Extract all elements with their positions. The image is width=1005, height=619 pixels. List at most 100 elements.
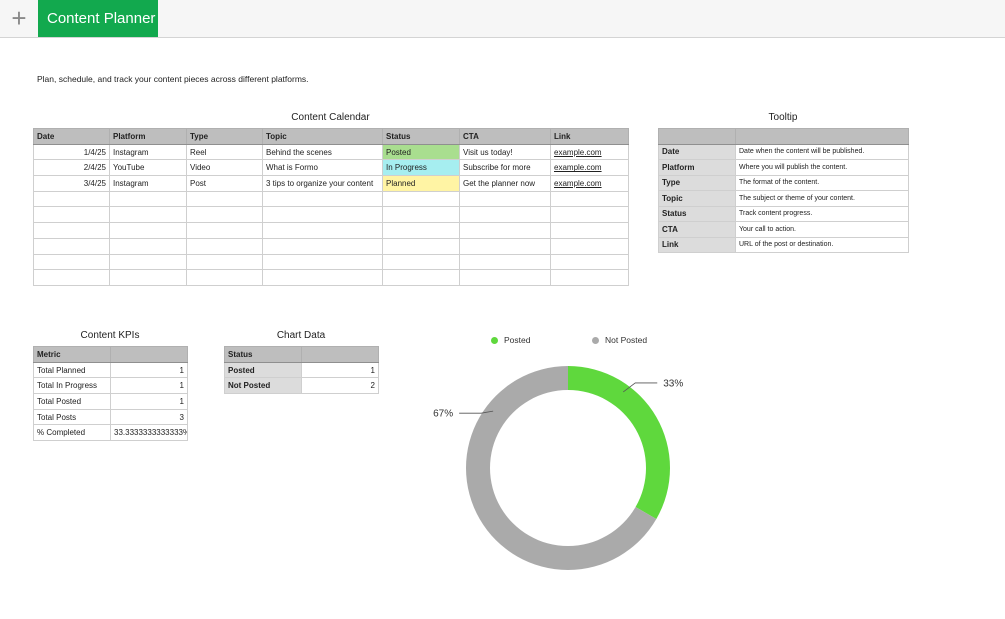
calendar-cell[interactable]: 3/4/25 (33, 175, 110, 192)
calendar-cell[interactable] (186, 237, 263, 255)
calendar-cell[interactable]: Visit us today! (459, 143, 551, 161)
calendar-cell[interactable] (109, 206, 187, 224)
tooltip-cell[interactable]: The format of the content. (735, 174, 909, 191)
calendar-cell[interactable]: example.com (550, 143, 629, 161)
calendar-cell[interactable] (550, 222, 629, 239)
calendar-cell[interactable] (33, 206, 110, 224)
tooltip-cell[interactable]: Your call to action. (735, 221, 909, 238)
calendar-cell[interactable] (459, 190, 551, 208)
calendar-cell[interactable]: example.com (550, 175, 629, 192)
tooltip-header-cell[interactable] (658, 128, 736, 145)
calendar-cell[interactable] (550, 237, 629, 255)
chart_table-cell[interactable]: 1 (301, 361, 379, 379)
tooltip-cell[interactable]: Topic (658, 190, 736, 207)
tooltip-cell[interactable]: CTA (658, 221, 736, 238)
calendar-cell[interactable]: Reel (186, 143, 263, 161)
calendar-cell[interactable]: Behind the scenes (262, 143, 383, 161)
calendar-cell[interactable] (33, 253, 110, 271)
kpis-header-cell[interactable]: Metric (33, 346, 111, 363)
calendar-cell[interactable] (550, 206, 629, 224)
calendar-cell[interactable] (262, 269, 383, 286)
kpis-cell[interactable]: 3 (110, 408, 188, 426)
calendar-cell[interactable] (550, 253, 629, 271)
tooltip-cell[interactable]: Platform (658, 159, 736, 176)
calendar-cell[interactable] (109, 253, 187, 271)
calendar-cell[interactable] (109, 269, 187, 286)
calendar-cell[interactable] (262, 190, 383, 208)
calendar-cell[interactable]: 2/4/25 (33, 159, 110, 177)
calendar-cell[interactable] (459, 253, 551, 271)
tooltip-cell[interactable]: Date (658, 143, 736, 160)
chart_table-cell[interactable]: Not Posted (224, 377, 302, 395)
add-sheet-button[interactable]: + (11, 3, 27, 33)
calendar-cell[interactable] (109, 237, 187, 255)
calendar-cell[interactable]: In Progress (382, 159, 460, 177)
calendar-cell[interactable] (186, 190, 263, 208)
calendar-header-cell[interactable]: Status (382, 128, 460, 145)
calendar-cell[interactable]: YouTube (109, 159, 187, 177)
tooltip-cell[interactable]: Track content progress. (735, 205, 909, 222)
calendar-cell[interactable]: Video (186, 159, 263, 177)
calendar-header-cell[interactable]: Platform (109, 128, 187, 145)
calendar-cell[interactable]: Subscribe for more (459, 159, 551, 177)
calendar-cell[interactable]: Planned (382, 175, 460, 192)
donut-slice-posted[interactable] (568, 366, 670, 519)
kpis-cell[interactable]: Total Posts (33, 408, 111, 426)
calendar-cell[interactable]: example.com (550, 159, 629, 177)
kpis-cell[interactable]: 1 (110, 393, 188, 410)
kpis-header-cell[interactable] (110, 346, 188, 363)
calendar-cell[interactable]: Instagram (109, 175, 187, 192)
calendar-cell[interactable] (459, 237, 551, 255)
calendar-cell[interactable] (382, 269, 460, 286)
kpis-cell[interactable]: 33.3333333333333% (110, 424, 188, 442)
tooltip-cell[interactable]: Where you will publish the content. (735, 159, 909, 176)
calendar-header-cell[interactable]: Type (186, 128, 263, 145)
tooltip-cell[interactable]: Date when the content will be published. (735, 143, 909, 160)
tooltip-cell[interactable]: Status (658, 205, 736, 222)
tooltip-cell[interactable]: The subject or theme of your content. (735, 190, 909, 207)
calendar-cell[interactable]: Post (186, 175, 263, 192)
calendar-cell[interactable] (186, 253, 263, 271)
calendar-cell[interactable] (33, 222, 110, 239)
calendar-cell[interactable] (382, 190, 460, 208)
calendar-cell[interactable] (109, 222, 187, 239)
calendar-cell[interactable] (262, 222, 383, 239)
kpis-cell[interactable]: Total In Progress (33, 377, 111, 395)
calendar-cell[interactable]: Get the planner now (459, 175, 551, 192)
calendar-cell[interactable] (262, 253, 383, 271)
calendar-cell[interactable]: 3 tips to organize your content (262, 175, 383, 192)
calendar-cell[interactable] (186, 269, 263, 286)
calendar-cell[interactable] (459, 222, 551, 239)
tooltip-cell[interactable]: URL of the post or destination. (735, 236, 909, 253)
tooltip-cell[interactable]: Type (658, 174, 736, 191)
kpis-cell[interactable]: Total Planned (33, 361, 111, 379)
chart_table-cell[interactable]: 2 (301, 377, 379, 395)
calendar-cell[interactable] (382, 237, 460, 255)
calendar-header-cell[interactable]: CTA (459, 128, 551, 145)
calendar-cell[interactable] (382, 206, 460, 224)
calendar-header-cell[interactable]: Date (33, 128, 110, 145)
calendar-cell[interactable] (109, 190, 187, 208)
calendar-cell[interactable]: 1/4/25 (33, 143, 110, 161)
calendar-header-cell[interactable]: Topic (262, 128, 383, 145)
calendar-cell[interactable] (33, 190, 110, 208)
kpis-cell[interactable]: Total Posted (33, 393, 111, 410)
calendar-cell[interactable] (262, 206, 383, 224)
chart_table-header-cell[interactable] (301, 346, 379, 363)
calendar-cell[interactable] (550, 190, 629, 208)
calendar-cell[interactable] (186, 222, 263, 239)
kpis-cell[interactable]: 1 (110, 361, 188, 379)
tooltip-cell[interactable]: Link (658, 236, 736, 253)
calendar-cell[interactable] (186, 206, 263, 224)
calendar-cell[interactable] (459, 206, 551, 224)
calendar-cell[interactable]: Instagram (109, 143, 187, 161)
calendar-cell[interactable] (262, 237, 383, 255)
sheet-tab-content-planner[interactable]: Content Planner (38, 0, 158, 37)
calendar-cell[interactable] (33, 269, 110, 286)
chart_table-cell[interactable]: Posted (224, 361, 302, 379)
calendar-cell[interactable]: What is Formo (262, 159, 383, 177)
calendar-cell[interactable] (459, 269, 551, 286)
calendar-cell[interactable] (550, 269, 629, 286)
calendar-cell[interactable] (382, 253, 460, 271)
calendar-header-cell[interactable]: Link (550, 128, 629, 145)
